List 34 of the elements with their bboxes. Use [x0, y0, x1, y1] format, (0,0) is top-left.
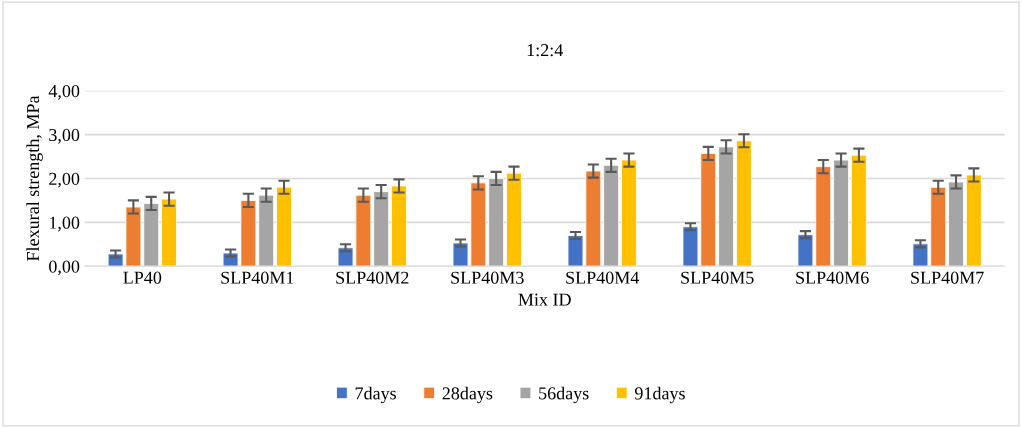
bar	[276, 186, 292, 267]
x-tick-label: SLP40M1	[221, 271, 294, 284]
x-tick-label: LP40	[123, 271, 162, 284]
bar	[506, 172, 522, 267]
bar	[965, 174, 982, 267]
x-tick-label: SLP40M3	[451, 271, 524, 284]
bar	[621, 159, 637, 267]
bar	[161, 198, 177, 267]
bar	[833, 159, 849, 267]
x-tick-label: SLP40M5	[681, 271, 754, 284]
bar	[391, 185, 407, 267]
bar	[736, 140, 752, 267]
x-tick-label: SLP40M4	[566, 271, 640, 284]
chart-title: 1:2:4	[527, 44, 563, 57]
bar	[948, 181, 964, 267]
bar	[373, 191, 390, 267]
y-tick-label: 4,00	[48, 84, 80, 100]
y-tick-label: 0,00	[49, 260, 80, 276]
x-tick-label: SLP40M7	[911, 271, 984, 284]
legend-label: 91days	[634, 386, 685, 404]
bar	[718, 146, 734, 267]
legend-label: 56days	[539, 386, 589, 404]
y-tick-label: 2,00	[49, 172, 80, 188]
x-axis-title: Mix ID	[518, 293, 571, 306]
y-tick-label: 1,00	[49, 216, 80, 232]
legend-label: 28days	[442, 386, 493, 404]
bar	[851, 154, 867, 267]
legend-label: 7days	[355, 386, 396, 404]
x-tick-label: SLP40M6	[796, 271, 869, 284]
x-tick-label: SLP40M2	[336, 271, 409, 284]
bar	[488, 178, 505, 267]
y-axis-title: Flexural strength, MPa	[26, 95, 43, 261]
bar	[603, 164, 620, 267]
y-tick-label: 3,00	[49, 128, 80, 144]
